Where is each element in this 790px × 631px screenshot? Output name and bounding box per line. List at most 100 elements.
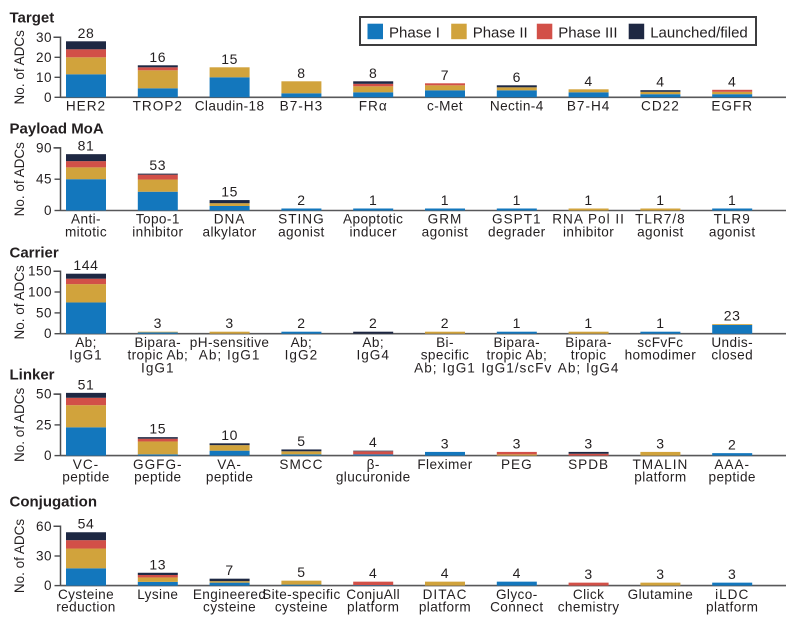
svg-text:53: 53: [149, 157, 166, 173]
svg-text:15: 15: [221, 51, 238, 67]
svg-text:tropic Ab;: tropic Ab;: [486, 348, 547, 363]
svg-text:No. of ADCs: No. of ADCs: [12, 30, 27, 105]
svg-text:Ab;: Ab;: [362, 335, 384, 350]
svg-text:4: 4: [369, 434, 377, 450]
svg-text:Bipara-: Bipara-: [134, 335, 181, 350]
svg-text:glucuronide: glucuronide: [336, 470, 411, 485]
svg-text:SPDB: SPDB: [568, 457, 609, 472]
svg-text:4: 4: [584, 73, 592, 89]
svg-text:GSPT1: GSPT1: [492, 212, 542, 227]
svg-text:144: 144: [73, 257, 98, 273]
svg-text:Linker: Linker: [10, 367, 55, 384]
svg-text:8: 8: [369, 65, 377, 81]
svg-text:50: 50: [36, 387, 52, 402]
svg-text:2: 2: [297, 192, 305, 208]
svg-text:1: 1: [584, 315, 592, 331]
svg-text:Ab; IgG1: Ab; IgG1: [199, 348, 261, 363]
svg-text:20: 20: [36, 50, 52, 65]
svg-text:mitotic: mitotic: [65, 225, 107, 240]
svg-text:15: 15: [221, 184, 238, 200]
svg-text:Undis-: Undis-: [711, 335, 753, 350]
svg-text:reduction: reduction: [56, 600, 116, 615]
svg-text:3: 3: [154, 315, 162, 331]
svg-text:4: 4: [513, 565, 521, 581]
svg-text:GGFG-: GGFG-: [133, 457, 183, 472]
svg-text:B7-H4: B7-H4: [567, 99, 611, 114]
svg-text:GRM: GRM: [428, 212, 463, 227]
svg-text:3: 3: [728, 566, 736, 582]
svg-text:Engineered: Engineered: [193, 587, 267, 602]
svg-text:No. of ADCs: No. of ADCs: [12, 142, 27, 217]
svg-text:0: 0: [44, 326, 52, 341]
svg-text:8: 8: [297, 65, 305, 81]
svg-text:4: 4: [369, 565, 377, 581]
svg-text:100: 100: [28, 285, 52, 300]
svg-text:Click: Click: [573, 587, 604, 602]
svg-text:alkylator: alkylator: [202, 225, 256, 240]
svg-text:5: 5: [297, 433, 305, 449]
svg-text:Launched/filed: Launched/filed: [650, 24, 748, 41]
svg-text:1: 1: [584, 192, 592, 208]
svg-text:CD22: CD22: [641, 99, 680, 114]
svg-text:Anti-: Anti-: [71, 212, 101, 227]
svg-text:7: 7: [441, 67, 449, 83]
svg-text:Claudin-18: Claudin-18: [195, 99, 265, 114]
svg-text:Fleximer: Fleximer: [417, 457, 472, 472]
svg-text:HER2: HER2: [66, 99, 106, 114]
svg-text:pH-sensitive: pH-sensitive: [190, 335, 270, 350]
svg-text:Bipara-: Bipara-: [565, 335, 612, 350]
svg-text:platform: platform: [706, 600, 758, 615]
svg-text:ConjuAll: ConjuAll: [346, 587, 400, 602]
svg-text:inducer: inducer: [350, 225, 397, 240]
svg-text:81: 81: [78, 138, 95, 154]
svg-text:3: 3: [656, 566, 664, 582]
svg-text:3: 3: [441, 435, 449, 451]
svg-text:peptide: peptide: [134, 470, 181, 485]
svg-text:Cysteine: Cysteine: [58, 587, 114, 602]
svg-text:25: 25: [36, 417, 52, 432]
svg-text:0: 0: [44, 203, 52, 218]
svg-text:Phase I: Phase I: [389, 24, 440, 41]
svg-text:Ab; IgG4: Ab; IgG4: [558, 361, 620, 376]
svg-text:Conjugation: Conjugation: [10, 494, 97, 511]
svg-text:No. of ADCs: No. of ADCs: [12, 519, 27, 594]
svg-text:10: 10: [36, 70, 52, 85]
svg-text:iLDC: iLDC: [715, 587, 749, 602]
svg-text:Ab; IgG1: Ab; IgG1: [414, 361, 476, 376]
svg-text:2: 2: [369, 315, 377, 331]
svg-text:30: 30: [36, 549, 52, 564]
svg-text:TMALIN: TMALIN: [632, 457, 688, 472]
svg-text:2: 2: [297, 315, 305, 331]
svg-text:agonist: agonist: [422, 225, 469, 240]
svg-text:1: 1: [369, 192, 377, 208]
svg-text:Target: Target: [10, 10, 55, 27]
svg-text:60: 60: [36, 519, 52, 534]
svg-text:3: 3: [584, 435, 592, 451]
svg-text:peptide: peptide: [62, 470, 109, 485]
svg-text:TLR9: TLR9: [714, 212, 751, 227]
svg-text:AAA-: AAA-: [714, 457, 750, 472]
svg-text:tropic Ab;: tropic Ab;: [127, 348, 188, 363]
svg-text:SMCC: SMCC: [279, 457, 323, 472]
svg-text:No. of ADCs: No. of ADCs: [12, 265, 27, 340]
svg-text:3: 3: [656, 435, 664, 451]
svg-text:closed: closed: [711, 348, 753, 363]
svg-text:Payload MoA: Payload MoA: [10, 121, 104, 138]
svg-text:tropic: tropic: [571, 348, 607, 363]
svg-text:agonist: agonist: [278, 225, 325, 240]
svg-text:3: 3: [225, 315, 233, 331]
svg-text:PEG: PEG: [501, 457, 533, 472]
svg-text:0: 0: [44, 448, 52, 463]
svg-text:B7-H3: B7-H3: [280, 99, 324, 114]
svg-text:7: 7: [225, 562, 233, 578]
svg-text:IgG1/scFv: IgG1/scFv: [481, 361, 552, 376]
svg-text:degrader: degrader: [488, 225, 546, 240]
svg-text:peptide: peptide: [708, 470, 755, 485]
svg-text:Bipara-: Bipara-: [493, 335, 540, 350]
svg-text:Glyco-: Glyco-: [496, 587, 538, 602]
svg-text:51: 51: [78, 376, 95, 392]
svg-text:No. of ADCs: No. of ADCs: [12, 388, 27, 463]
svg-text:5: 5: [297, 564, 305, 580]
svg-text:Apoptotic: Apoptotic: [343, 212, 403, 227]
svg-text:platform: platform: [347, 600, 399, 615]
